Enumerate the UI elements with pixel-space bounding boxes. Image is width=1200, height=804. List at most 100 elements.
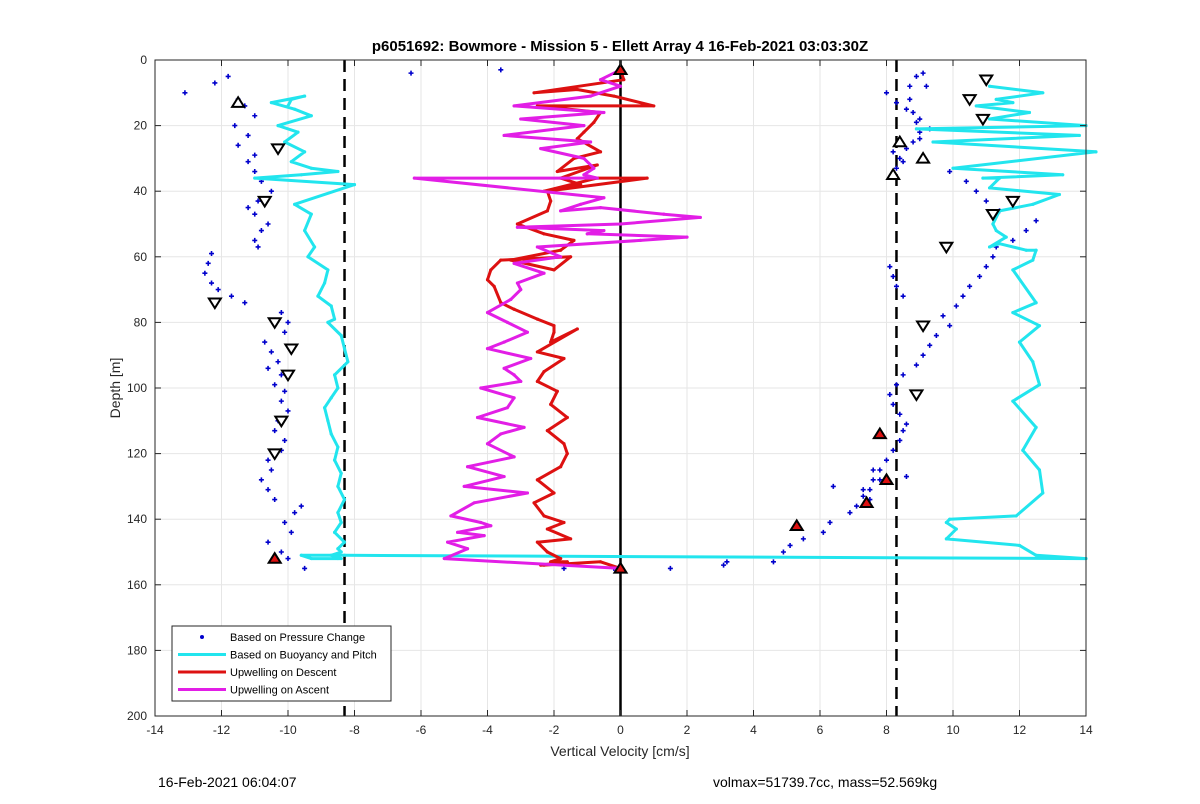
pressure-point	[884, 90, 889, 96]
triangle-marker-down	[908, 389, 925, 402]
series-point-2	[555, 169, 559, 174]
series-point-3	[698, 215, 702, 220]
series-point-1	[1034, 553, 1038, 557]
series-point-1	[1041, 91, 1045, 95]
series-point-2	[549, 340, 553, 344]
series-point-1	[944, 520, 948, 525]
series-point-1	[303, 228, 307, 233]
series-point-3	[618, 222, 623, 226]
series-point-3	[602, 196, 606, 200]
x-tick-label: 8	[883, 723, 890, 737]
series-point-1	[352, 183, 357, 187]
x-axis-label: Vertical Velocity [cm/s]	[550, 743, 689, 759]
x-tick-label: 12	[1013, 723, 1027, 737]
y-tick-label: 40	[134, 184, 148, 198]
series-point-2	[598, 560, 603, 564]
series-point-3	[539, 146, 543, 151]
series-point-1	[997, 242, 1002, 246]
pressure-point	[910, 109, 916, 115]
series-point-3	[685, 235, 689, 239]
series-point-2	[559, 556, 563, 561]
series-point-2	[542, 514, 546, 518]
series-point-3	[446, 540, 450, 544]
series-point-2	[555, 389, 559, 393]
pressure-point	[897, 155, 903, 161]
series-point-1	[954, 527, 958, 531]
series-point-2	[565, 415, 569, 420]
pressure-point	[209, 251, 215, 257]
series-point-1	[342, 553, 347, 557]
pressure-point	[907, 83, 913, 89]
markers-group	[207, 62, 1021, 574]
series-point-1	[1017, 340, 1022, 344]
pressure-point	[252, 211, 258, 217]
series-point-2	[535, 540, 539, 544]
series-point-3	[519, 288, 523, 292]
pressure-point	[282, 519, 288, 525]
series-point-1	[931, 140, 935, 144]
x-tick-label: -8	[349, 723, 360, 737]
triangle-marker-filled	[612, 62, 629, 76]
series-point-2	[598, 150, 603, 154]
series-point-2	[565, 560, 569, 564]
series-point-1	[309, 212, 313, 216]
triangle-marker-down	[270, 143, 286, 156]
triangle-marker-filled	[266, 551, 283, 564]
series-point-3	[522, 425, 526, 429]
series-point-1	[981, 176, 985, 180]
series-point-1	[329, 432, 333, 436]
pressure-point	[215, 287, 221, 293]
chart-title: p6051692: Bowmore - Mission 5 - Ellett A…	[372, 38, 868, 55]
series-point-1	[948, 517, 952, 521]
series-point-1	[1014, 514, 1018, 518]
series-point-1	[339, 520, 343, 525]
triangle-marker-filled	[788, 518, 805, 531]
series-point-1	[269, 101, 273, 105]
pressure-point	[910, 139, 916, 145]
pressure-point	[182, 90, 188, 96]
pressure-point	[897, 411, 903, 417]
series-point-2	[579, 183, 583, 187]
series-point-3	[505, 406, 510, 410]
pressure-point	[887, 392, 893, 398]
timestamp-label: 16-Feb-2021 06:04:07	[158, 774, 297, 790]
series-point-1	[336, 556, 340, 561]
triangle-marker-down	[266, 448, 283, 461]
series-point-3	[512, 396, 516, 400]
series-point-1	[339, 471, 343, 475]
pressure-point	[973, 188, 979, 194]
pressure-point	[887, 264, 893, 270]
pressure-point	[255, 198, 261, 204]
series-point-1	[974, 104, 978, 108]
pressure-point	[884, 457, 889, 463]
series-point-3	[595, 176, 599, 180]
pressure-point	[820, 529, 826, 535]
pressure-point	[900, 372, 906, 378]
pressure-point	[272, 428, 278, 434]
series-point-3	[662, 212, 666, 216]
series-group	[182, 67, 1098, 571]
series-point-3	[582, 124, 586, 128]
pressure-point	[923, 83, 929, 89]
series-point-2	[612, 94, 616, 98]
pressure-point	[854, 503, 860, 509]
series-point-3	[535, 245, 539, 249]
pressure-point	[967, 283, 973, 289]
ticks: -14 -12 -10 -8 -6 -4 -2 0 2 4 6 8 10 12 14020406080100…	[127, 53, 1093, 737]
series-point-1	[339, 333, 343, 338]
pressure-point	[903, 106, 909, 112]
pressure-point	[235, 142, 241, 148]
series-point-1	[309, 556, 313, 561]
pressure-point	[917, 136, 923, 142]
x-tick-label: 10	[946, 723, 960, 737]
series-point-3	[472, 501, 476, 505]
series-point-1	[332, 373, 337, 377]
series-point-3	[502, 366, 506, 370]
pressure-point	[940, 313, 946, 319]
series-point-3	[529, 356, 533, 361]
series-point-1	[1057, 192, 1061, 197]
series-line-2	[486, 69, 656, 570]
pressure-point	[893, 100, 899, 106]
pressure-point	[947, 169, 953, 175]
series-point-1	[293, 107, 297, 111]
